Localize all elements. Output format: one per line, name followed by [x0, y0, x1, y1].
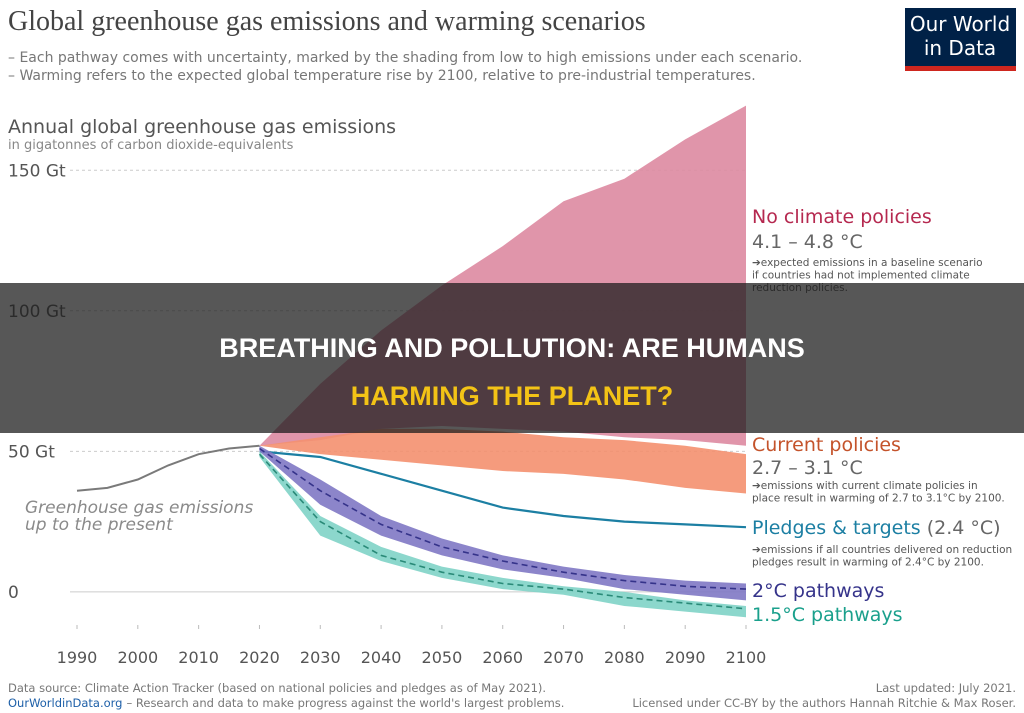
y-axis-subtitle: in gigatonnes of carbon dioxide-equivale… [8, 138, 294, 153]
y-axis-title: Annual global greenhouse gas emissions [8, 116, 396, 138]
x-tick-label: 2000 [117, 648, 158, 667]
series-label: Pledges & targets [752, 517, 921, 539]
line [259, 450, 747, 529]
x-tick-label: 2080 [604, 648, 645, 667]
x-tick-label: 2010 [178, 648, 219, 667]
banner [0, 283, 1024, 433]
history-line [76, 444, 260, 492]
logo-text: Our World [910, 12, 1010, 36]
logo [905, 8, 1016, 70]
series-note: place result in warming of 2.7 to 3.1°C … [752, 493, 1005, 505]
line [258, 453, 747, 610]
x-tick-label: 2030 [300, 648, 341, 667]
x-tick-label: 2100 [726, 648, 767, 667]
x-tick-label: 2070 [543, 648, 584, 667]
y-tick-label: 0 [8, 583, 19, 603]
banner-title: HARMING THE PLANET? [351, 381, 673, 411]
subtitle: – Each pathway comes with uncertainty, m… [8, 50, 802, 66]
band [259, 428, 746, 494]
logo-text: in Data [924, 36, 996, 60]
source: Data source: Climate Action Tracker (bas… [8, 681, 546, 695]
series-label: No climate policies [752, 206, 932, 228]
x-tick-label: 1990 [57, 648, 98, 667]
banner-title: BREATHING AND POLLUTION: ARE HUMANS [219, 333, 804, 363]
logo-bar [905, 66, 1016, 71]
x-tick-label: 2020 [239, 648, 280, 667]
x-tick-label: 2090 [665, 648, 706, 667]
temperature: (2.4 °C) [927, 517, 1001, 539]
x-tick-label: 2050 [422, 648, 463, 667]
series-note: if countries had not implemented climate [752, 270, 970, 282]
link[interactable]: OurWorldinData.org [8, 696, 122, 710]
series-label: 1.5°C pathways [752, 604, 903, 626]
subtitle: – Warming refers to the expected global … [8, 68, 756, 84]
history-label: Greenhouse gas emissions [25, 498, 253, 518]
series-note: pledges result in warming of 2.4°C by 21… [752, 557, 984, 569]
series-note: ➔emissions with current climate policies… [752, 480, 978, 492]
tagline: – Research and data to make progress aga… [126, 696, 564, 710]
series-label: 2°C pathways [752, 580, 884, 602]
last-updated: Last updated: July 2021. [876, 681, 1016, 695]
x-tick-label: 2040 [361, 648, 402, 667]
license: Licensed under CC-BY by the authors Hann… [632, 696, 1016, 710]
history-label: up to the present [25, 515, 174, 535]
temperature: 4.1 – 4.8 °C [752, 231, 863, 253]
series-label: Current policies [752, 434, 901, 456]
chart-title: Global greenhouse gas emissions and warm… [8, 6, 646, 37]
footer-line: OurWorldinData.org – Research and data to… [8, 696, 564, 710]
series-note: ➔emissions if all countries delivered on… [752, 544, 1012, 556]
band [259, 445, 746, 601]
temperature: 2.7 – 3.1 °C [752, 457, 863, 479]
series-note: ➔expected emissions in a baseline scenar… [752, 257, 983, 269]
y-tick-label: 150 Gt [8, 161, 66, 181]
y-tick-label: 50 Gt [8, 442, 55, 462]
x-tick-label: 2060 [482, 648, 523, 667]
line [259, 447, 747, 590]
